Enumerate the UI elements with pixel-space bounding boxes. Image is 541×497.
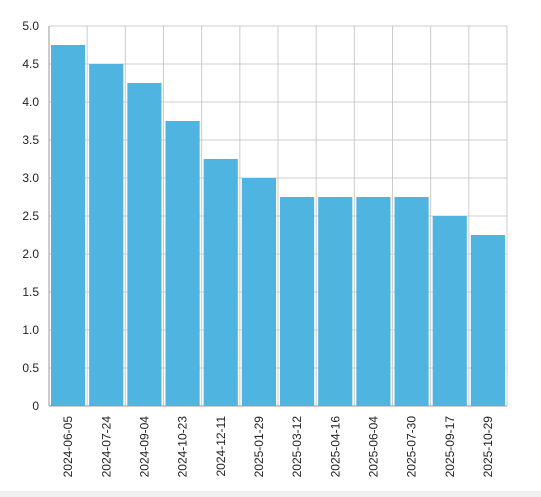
bar [470,235,505,406]
bar [203,159,238,406]
axis-layer [48,26,507,407]
x-tick-labels: 2024-06-05 2024-07-24 2024-09-04 2024-10-23… [61,416,495,478]
x-tick-label: 2025-10-29 [481,416,495,478]
y-tick-label: 3.5 [22,133,39,147]
bar [318,197,353,406]
x-tick-label: 2025-06-04 [366,416,380,478]
y-tick-label: 0.5 [22,361,39,375]
bar [432,216,467,406]
x-tick-label: 2025-03-12 [290,416,304,478]
x-tick-label: 2025-04-16 [328,416,342,478]
y-tick-labels: 0 0.5 1.0 1.5 2.0 2.5 3.0 3.5 4.0 4.5 5.0 [22,19,39,413]
x-tick-label: 2024-07-24 [99,416,113,478]
y-tick-label: 1.0 [22,323,39,337]
x-tick-label: 2024-12-11 [214,416,228,477]
bar [89,64,124,406]
y-tick-label: 5.0 [22,19,39,33]
x-tick-label: 2025-01-29 [252,416,266,478]
y-tick-label: 3.0 [22,171,39,185]
bar [280,197,315,406]
y-tick-label: 1.5 [22,285,39,299]
bar [241,178,276,406]
y-tick-label: 4.0 [22,95,39,109]
y-tick-label: 2.5 [22,209,39,223]
bar [127,83,162,406]
bar [51,45,86,406]
y-tick-label: 0 [32,399,39,413]
bar [394,197,429,406]
y-tick-label: 4.5 [22,57,39,71]
x-tick-label: 2024-10-23 [176,416,190,478]
x-tick-label: 2024-06-05 [61,416,75,478]
bar [165,121,200,406]
y-tick-label: 2.0 [22,247,39,261]
bar-layer [51,45,505,406]
bar [356,197,391,406]
x-tick-label: 2024-09-04 [137,416,151,478]
x-tick-label: 2025-07-30 [405,416,419,478]
x-tick-label: 2025-09-17 [443,416,457,478]
bottom-strip [0,491,541,497]
